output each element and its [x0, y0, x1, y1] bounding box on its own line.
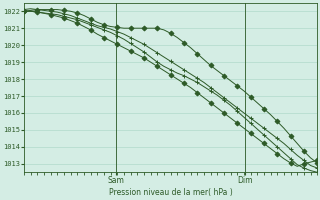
X-axis label: Pression niveau de la mer( hPa ): Pression niveau de la mer( hPa ) — [109, 188, 232, 197]
